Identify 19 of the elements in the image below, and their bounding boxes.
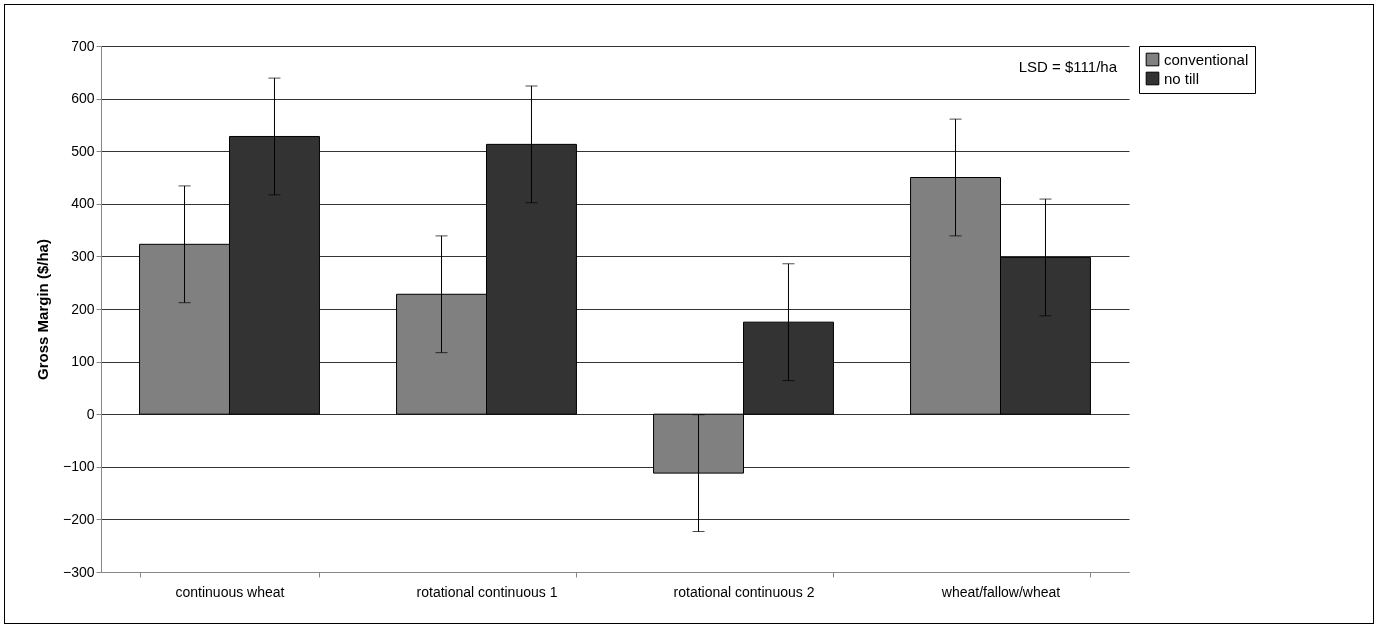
legend-label: no till xyxy=(1164,69,1200,87)
y-tick-label: 500 xyxy=(71,142,95,159)
y-axis-title: Gross Margin ($/ha) xyxy=(33,239,51,380)
y-tick-label: 200 xyxy=(71,300,95,317)
x-tick-label: rotational continuous 2 xyxy=(673,583,815,600)
y-tick-label: 300 xyxy=(71,247,95,264)
annotation: LSD = $111/ha xyxy=(1018,58,1118,75)
y-tick-label: 0 xyxy=(86,405,95,422)
y-tick-label: 700 xyxy=(71,37,95,54)
y-tick-label: 400 xyxy=(71,195,95,212)
y-tick-label: 600 xyxy=(71,90,95,107)
y-tick-label: −100 xyxy=(62,458,95,475)
x-tick-label: rotational continuous 1 xyxy=(416,583,558,600)
x-tick-label: wheat/fallow/wheat xyxy=(940,583,1061,600)
y-tick-label: 100 xyxy=(71,353,95,370)
legend-label: conventional xyxy=(1164,50,1249,68)
y-tick-label: −200 xyxy=(62,510,95,527)
x-tick-label: continuous wheat xyxy=(175,583,285,600)
y-tick-label: −300 xyxy=(62,563,95,580)
